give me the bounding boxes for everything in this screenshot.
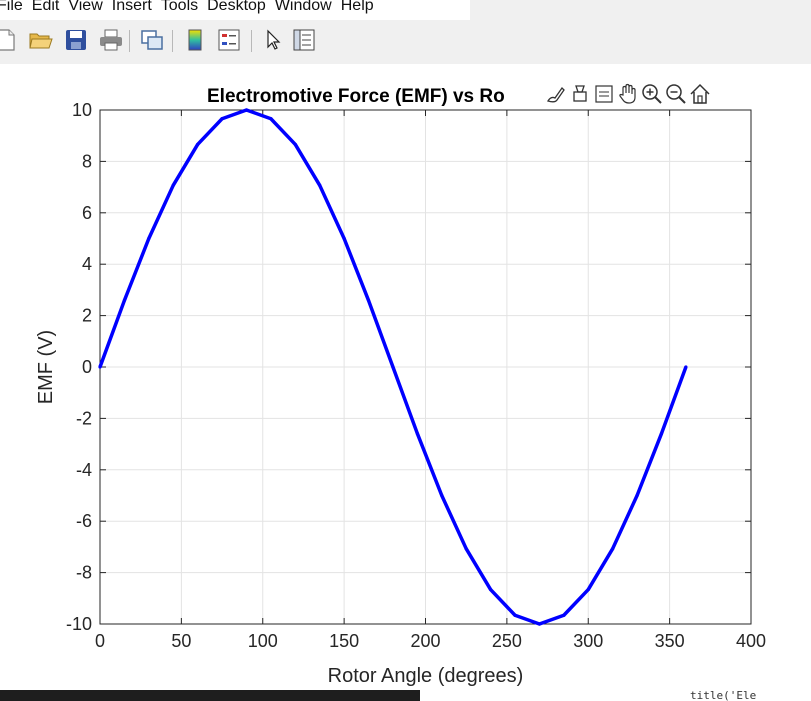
y-axis-label: EMF (V) bbox=[35, 330, 57, 404]
x-tick-label: 350 bbox=[655, 631, 685, 651]
x-tick-label: 200 bbox=[410, 631, 440, 651]
emf-data-point bbox=[586, 587, 590, 592]
menu-tools[interactable]: Tools bbox=[160, 0, 199, 14]
editor-code-text: title('Ele bbox=[690, 690, 757, 701]
figure-window: 0 50 100 150 200 250 300 350 400 -10 -8 -6 -4 -2 0 2 4 6 8… bbox=[0, 64, 811, 690]
zoom-in-icon[interactable] bbox=[641, 82, 663, 106]
emf-data-point bbox=[415, 431, 419, 436]
hand-icon[interactable] bbox=[617, 82, 639, 106]
emf-data-point bbox=[684, 365, 688, 369]
emf-data-point bbox=[220, 117, 224, 121]
menu-window[interactable]: Window bbox=[274, 0, 332, 14]
emf-data-point bbox=[611, 547, 615, 551]
menu-insert[interactable]: Insert bbox=[111, 0, 152, 14]
x-tick-label: 150 bbox=[329, 631, 359, 651]
emf-data-point bbox=[659, 431, 664, 436]
emf-data-point bbox=[513, 613, 517, 617]
print-icon[interactable] bbox=[99, 28, 123, 52]
emf-data-point bbox=[366, 298, 371, 303]
emf-data-point bbox=[147, 236, 151, 241]
x-tick-label: 100 bbox=[248, 631, 278, 651]
emf-data-point bbox=[464, 547, 468, 551]
insert-colorbar-icon[interactable] bbox=[183, 28, 207, 52]
y-tick-label: 6 bbox=[82, 203, 92, 223]
emf-data-point bbox=[537, 622, 542, 626]
menu-file[interactable]: File bbox=[0, 0, 23, 14]
emf-data-point bbox=[635, 493, 639, 498]
y-tick-label: 4 bbox=[82, 254, 92, 274]
x-tick-label: 300 bbox=[573, 631, 603, 651]
emf-data-point bbox=[489, 587, 493, 592]
restore-view-icon[interactable] bbox=[689, 82, 711, 106]
emf-data-point bbox=[440, 493, 444, 498]
insert-legend-icon[interactable] bbox=[217, 28, 241, 52]
chart-title: Electromotive Force (EMF) vs Ro bbox=[207, 86, 505, 107]
y-tick-label: -10 bbox=[66, 614, 92, 634]
figure-toolbar bbox=[0, 20, 811, 64]
save-icon[interactable] bbox=[64, 28, 88, 52]
emf-data-point bbox=[98, 365, 102, 369]
command-window-strip: title('Ele bbox=[0, 690, 811, 701]
x-tick-label: 50 bbox=[171, 631, 191, 651]
emf-data-point bbox=[293, 142, 297, 147]
menu-bar: File Edit View Insert Tools Desktop Window Help bbox=[0, 0, 470, 20]
x-axis-label: Rotor Angle (degrees) bbox=[328, 665, 524, 687]
menu-help[interactable]: Help bbox=[340, 0, 374, 14]
editor-snippet: title('Ele bbox=[420, 690, 811, 701]
emf-data-point bbox=[269, 117, 273, 121]
open-file-icon[interactable] bbox=[29, 28, 53, 52]
y-tick-label: -4 bbox=[76, 460, 92, 480]
x-tick-label: 250 bbox=[492, 631, 522, 651]
data-tips-icon[interactable] bbox=[569, 82, 591, 106]
menu-desktop[interactable]: Desktop bbox=[207, 0, 266, 14]
y-tick-label: -6 bbox=[76, 511, 92, 531]
emf-chart: 0 50 100 150 200 250 300 350 400 -10 -8 -6 -4 -2 0 2 4 6 8… bbox=[35, 86, 766, 687]
x-tick-label: 400 bbox=[736, 631, 766, 651]
brush-icon[interactable] bbox=[545, 82, 567, 106]
emf-data-point bbox=[342, 236, 346, 241]
emf-data-point bbox=[196, 142, 200, 147]
emf-data-point bbox=[122, 298, 127, 303]
menu-view[interactable]: View bbox=[68, 0, 103, 14]
y-tick-label: 8 bbox=[82, 151, 92, 171]
link-plot-icon[interactable] bbox=[140, 28, 164, 52]
zoom-out-icon[interactable] bbox=[665, 82, 687, 106]
emf-data-point bbox=[318, 183, 322, 187]
x-tick-label: 0 bbox=[95, 631, 105, 651]
y-tick-label: 10 bbox=[72, 100, 92, 120]
y-tick-label: 0 bbox=[82, 357, 92, 377]
menu-edit[interactable]: Edit bbox=[31, 0, 60, 14]
emf-data-point bbox=[562, 613, 566, 617]
emf-data-point bbox=[244, 108, 249, 112]
emf-data-point bbox=[171, 183, 175, 187]
y-tick-label: -2 bbox=[76, 408, 92, 428]
edit-plot-icon[interactable] bbox=[262, 28, 286, 52]
emf-data-point bbox=[391, 365, 395, 369]
property-inspector-icon[interactable] bbox=[292, 28, 316, 52]
y-tick-label: 2 bbox=[82, 306, 92, 326]
new-figure-icon[interactable] bbox=[0, 28, 18, 52]
axes-toolbar bbox=[545, 80, 711, 108]
y-tick-label: -8 bbox=[76, 563, 92, 583]
pan-icon[interactable] bbox=[593, 82, 615, 106]
